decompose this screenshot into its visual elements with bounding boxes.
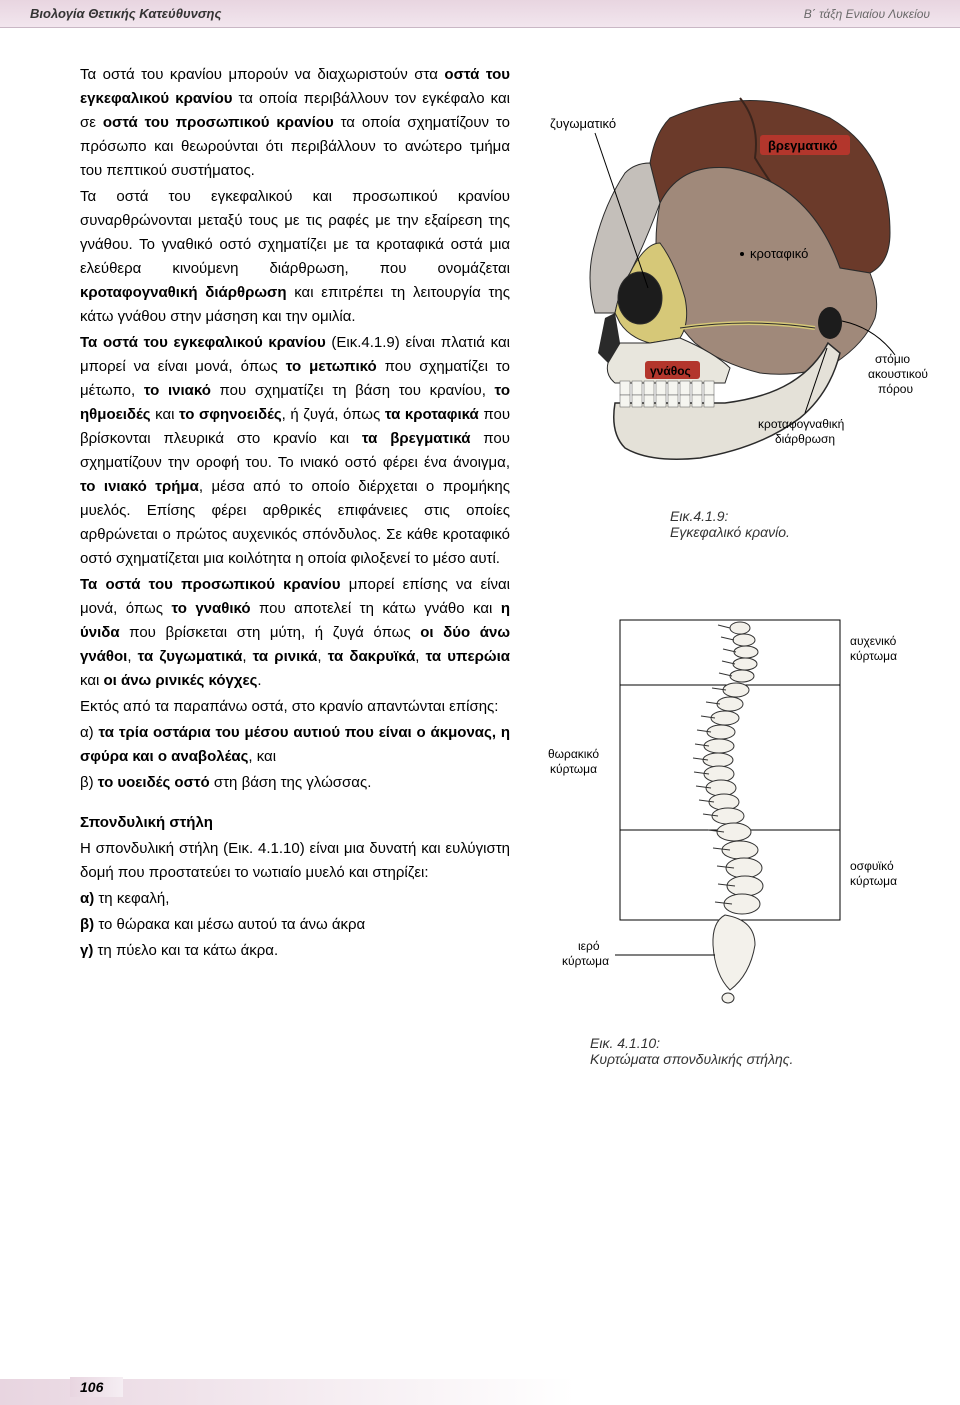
- section-heading-spine: Σπονδυλική στήλη: [80, 811, 510, 835]
- label-sacral-2: κύρτωμα: [562, 954, 609, 968]
- label-sacral-1: ιερό: [578, 939, 600, 953]
- footer-strip: [0, 1379, 960, 1405]
- spine-diagram: αυχενικό κύρτωμα θωρακικό κύρτωμα οσφυϊκ…: [530, 610, 930, 1020]
- list-item-b: β) το υοειδές οστό στη βάση της γλώσσας.: [80, 771, 510, 795]
- label-cervical-2: κύρτωμα: [850, 649, 897, 663]
- label-lumbar-1: οσφυϊκό: [850, 859, 894, 873]
- header-left: Βιολογία Θετικής Κατεύθυνσης: [30, 6, 221, 21]
- page-header: Βιολογία Θετικής Κατεύθυνσης Β΄ τάξη Ενι…: [0, 0, 960, 28]
- label-thoracic-1: θωρακικό: [548, 747, 599, 761]
- label-lumbar-2: κύρτωμα: [850, 874, 897, 888]
- spine-item-c: γ) τη πύελο και τα κάτω άκρα.: [80, 939, 510, 963]
- list-item-a: α) τα τρία οστάρια του μέσου αυτιού που …: [80, 721, 510, 769]
- label-cervical-1: αυχενικό: [850, 634, 897, 648]
- label-gnathos: γνάθος: [650, 364, 691, 378]
- figure-spine: αυχενικό κύρτωμα θωρακικό κύρτωμα οσφυϊκ…: [530, 610, 930, 1067]
- figure-skull-caption: Εικ.4.1.9: Εγκεφαλικό κρανίο.: [670, 508, 930, 540]
- label-bregmatiko: βρεγματικό: [768, 138, 838, 153]
- label-ktg-1: κροταφογναθική: [758, 417, 844, 431]
- label-thoracic-2: κύρτωμα: [550, 762, 597, 776]
- label-stomio-2: ακουστικού: [868, 367, 928, 381]
- paragraph-6: Η σπονδυλική στήλη (Εικ. 4.1.10) είναι μ…: [80, 837, 510, 885]
- paragraph-5: Εκτός από τα παραπάνω οστά, στο κρανίο α…: [80, 695, 510, 719]
- label-stomio-1: στόμιο: [875, 352, 910, 366]
- label-stomio-3: πόρου: [878, 382, 913, 396]
- label-zygomatiko: ζυγωματικό: [550, 116, 616, 131]
- figure-skull: ζυγωματικό βρεγματικό κροταφικό γνάθος σ…: [530, 63, 930, 540]
- spine-item-a: α) τη κεφαλή,: [80, 887, 510, 911]
- label-ktg-2: διάρθρωση: [775, 432, 835, 446]
- paragraph-1: Τα οστά του κρανίου μπορούν να διαχωριστ…: [80, 63, 510, 183]
- figure-spine-caption: Εικ. 4.1.10: Κυρτώματα σπονδυλικής στήλη…: [590, 1035, 930, 1067]
- spine-item-b: β) το θώρακα και μέσω αυτού τα άνω άκρα: [80, 913, 510, 937]
- page-number: 106: [70, 1377, 123, 1397]
- main-text-column: Τα οστά του κρανίου μπορούν να διαχωριστ…: [80, 63, 510, 1067]
- figures-column: ζυγωματικό βρεγματικό κροταφικό γνάθος σ…: [530, 63, 930, 1067]
- paragraph-4: Τα οστά του προσωπικού κρανίου μπορεί επ…: [80, 573, 510, 693]
- header-right: Β΄ τάξη Ενιαίου Λυκείου: [804, 7, 930, 21]
- skull-diagram: ζυγωματικό βρεγματικό κροταφικό γνάθος σ…: [530, 63, 930, 493]
- paragraph-2: Τα οστά του εγκεφαλικού και προσωπικού κ…: [80, 185, 510, 329]
- label-krotafiko: κροταφικό: [750, 246, 808, 261]
- paragraph-3: Τα οστά του εγκεφαλικού κρανίου (Εικ.4.1…: [80, 331, 510, 571]
